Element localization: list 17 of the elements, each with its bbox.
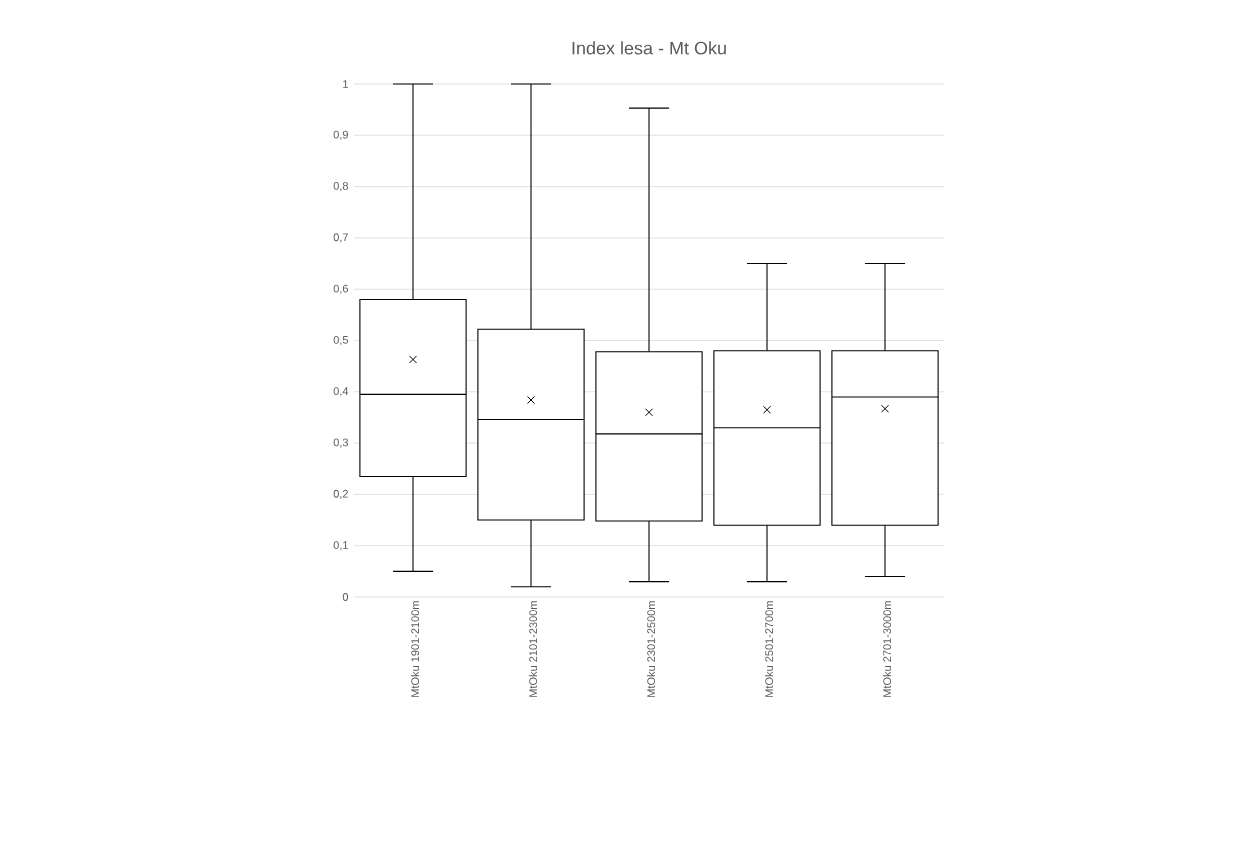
y-tick-label: 0,5 xyxy=(333,335,349,346)
x-tick-label: MtOku 2301-2500m xyxy=(646,601,656,697)
y-tick-label: 0,3 xyxy=(333,438,349,448)
chart-title: Index lesa - Mt Oku xyxy=(572,41,726,55)
y-tick-label: 0,7 xyxy=(333,233,348,243)
y-tick-label: 0,4 xyxy=(333,387,349,397)
y-tick-label: 0,8 xyxy=(333,182,349,192)
x-tick-label: MtOku 2701-3000m xyxy=(882,601,892,697)
x-tick-label: MtOku 1901-2100m xyxy=(410,601,420,697)
x-tick-label: MtOku 2501-2700m xyxy=(764,601,774,697)
y-tick-label: 0,1 xyxy=(333,541,348,551)
y-tick-label: 0,9 xyxy=(333,130,348,140)
x-tick-label: MtOku 2101-2300m xyxy=(528,601,538,697)
y-tick-label: 0,2 xyxy=(333,489,348,499)
y-tick-label: 0 xyxy=(342,593,349,601)
y-tick-label: 0,6 xyxy=(333,284,349,294)
y-tick-label: 1 xyxy=(343,80,348,88)
